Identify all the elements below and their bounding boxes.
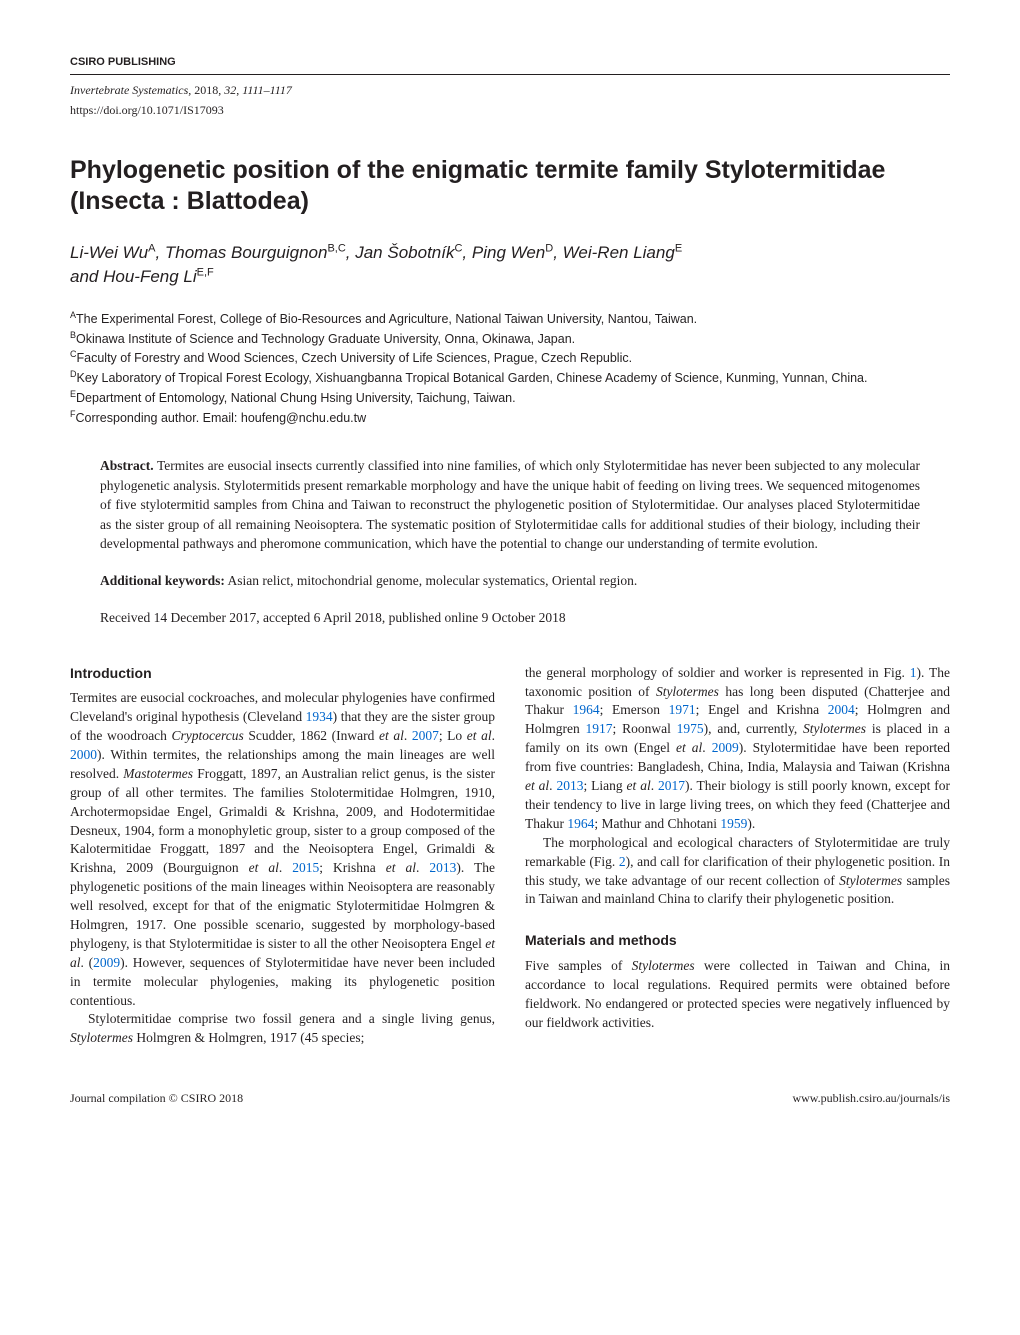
affiliation-d: DKey Laboratory of Tropical Forest Ecolo… — [70, 368, 950, 388]
column-left: Introduction Termites are eusocial cockr… — [70, 664, 495, 1049]
keywords-text: Asian relict, mitochondrial genome, mole… — [228, 573, 638, 588]
page-footer: Journal compilation © CSIRO 2018 www.pub… — [70, 1090, 950, 1107]
column-right: the general morphology of soldier and wo… — [525, 664, 950, 1049]
author-6-prefix: and — [70, 267, 103, 286]
author-2: , Thomas Bourguignon — [155, 243, 327, 262]
footer-url: www.publish.csiro.au/journals/is — [792, 1090, 950, 1107]
author-list: Li-Wei WuA, Thomas BourguignonB,C, Jan Š… — [70, 241, 950, 289]
journal-year: 2018 — [194, 83, 218, 97]
author-6: Hou-Feng Li — [103, 267, 197, 286]
body-columns: Introduction Termites are eusocial cockr… — [70, 664, 950, 1049]
affiliation-a: AThe Experimental Forest, College of Bio… — [70, 309, 950, 329]
introduction-heading: Introduction — [70, 664, 495, 684]
journal-line: Invertebrate Systematics, 2018, 32, 1111… — [70, 79, 950, 101]
abstract-text: Termites are eusocial insects currently … — [100, 458, 920, 551]
methods-heading: Materials and methods — [525, 931, 950, 951]
journal-pages: 1111–1117 — [242, 83, 292, 97]
author-3: , Jan Šobotník — [346, 243, 455, 262]
affiliation-f: FCorresponding author. Email: houfeng@nc… — [70, 408, 950, 428]
intro-paragraph-2: Stylotermitidae comprise two fossil gene… — [70, 1010, 495, 1048]
author-2-aff: B,C — [327, 242, 345, 254]
author-5: , Wei-Ren Liang — [553, 243, 675, 262]
methods-paragraph-1: Five samples of Stylotermes were collect… — [525, 957, 950, 1033]
col2-paragraph-2: The morphological and ecological charact… — [525, 834, 950, 910]
article-title: Phylogenetic position of the enigmatic t… — [70, 155, 950, 218]
received-dates: Received 14 December 2017, accepted 6 Ap… — [100, 609, 920, 628]
publisher-name: CSIRO PUBLISHING — [70, 56, 176, 68]
author-5-aff: E — [675, 242, 682, 254]
journal-volume: 32 — [224, 83, 236, 97]
doi: https://doi.org/10.1071/IS17093 — [70, 102, 950, 119]
abstract: Abstract. Termites are eusocial insects … — [100, 456, 920, 554]
affiliation-b: BOkinawa Institute of Science and Techno… — [70, 329, 950, 349]
affiliation-e: EDepartment of Entomology, National Chun… — [70, 388, 950, 408]
col2-paragraph-1: the general morphology of soldier and wo… — [525, 664, 950, 834]
intro-paragraph-1: Termites are eusocial cockroaches, and m… — [70, 689, 495, 1010]
affiliations: AThe Experimental Forest, College of Bio… — [70, 309, 950, 428]
journal-name: Invertebrate Systematics — [70, 83, 188, 97]
author-4: , Ping Wen — [462, 243, 545, 262]
affiliation-c: CFaculty of Forestry and Wood Sciences, … — [70, 348, 950, 368]
keywords: Additional keywords: Asian relict, mitoc… — [100, 572, 920, 591]
author-6-aff: E,F — [197, 266, 214, 278]
abstract-label: Abstract. — [100, 458, 154, 473]
footer-copyright: Journal compilation © CSIRO 2018 — [70, 1090, 243, 1107]
keywords-label: Additional keywords: — [100, 573, 225, 588]
publisher-bar: CSIRO PUBLISHING — [70, 50, 950, 75]
author-1: Li-Wei Wu — [70, 243, 148, 262]
